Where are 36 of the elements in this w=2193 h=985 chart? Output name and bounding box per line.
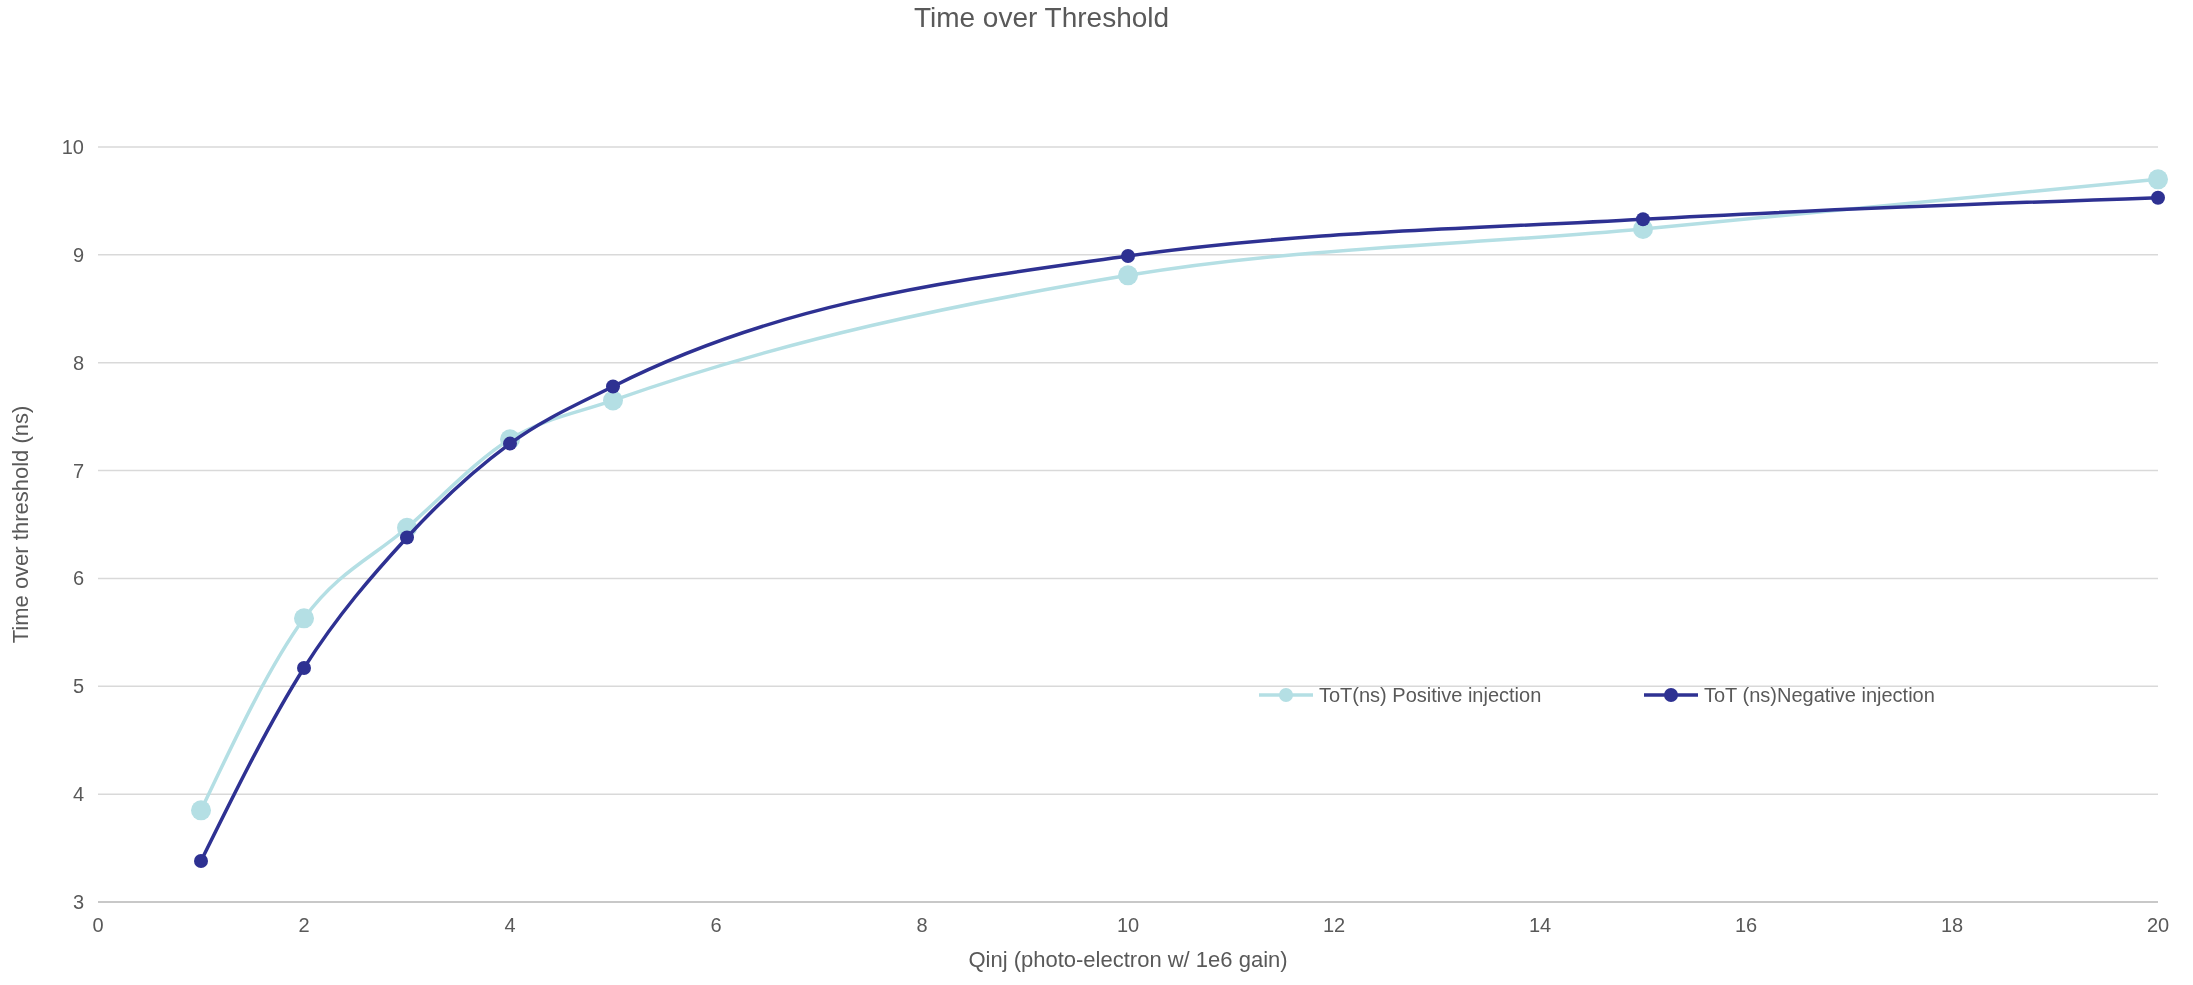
y-tick-label: 4 (72, 783, 84, 806)
x-tick-label: 20 (2146, 914, 2170, 936)
x-tick-label: 14 (1528, 914, 1552, 936)
point (1121, 248, 1135, 263)
x-tick-label: 2 (298, 914, 310, 936)
y-tick-label: 5 (72, 675, 84, 698)
y-tick-label: 7 (72, 459, 84, 482)
x-tick-label: 6 (710, 914, 722, 936)
point (603, 390, 623, 411)
point (606, 379, 620, 394)
point (294, 608, 314, 629)
point (2151, 190, 2165, 205)
x-axis-title: Qinj (photo-electron w/ 1e6 gain) (968, 947, 1288, 972)
x-tick-label: 8 (916, 914, 928, 936)
point (1118, 265, 1138, 286)
point (2148, 169, 2168, 190)
legend-label: ToT(ns) Positive injection (1319, 684, 1542, 706)
chart-title: Time over Threshold (913, 2, 1170, 33)
y-tick-label: 9 (72, 243, 84, 266)
x-tick-label: 12 (1322, 914, 1346, 936)
point (400, 530, 414, 545)
legend-label: ToT (ns)Negative injection (1704, 684, 1935, 706)
point (1636, 212, 1650, 227)
y-tick-label: 8 (72, 351, 84, 374)
point (194, 854, 208, 869)
x-tick-label: 10 (1116, 914, 1140, 936)
y-axis-title: Time over threshold (ns) (8, 405, 33, 644)
y-tick-label: 10 (61, 136, 84, 158)
y-tick-label: 3 (72, 891, 84, 913)
x-tick-label: 16 (1734, 914, 1758, 936)
y-tick-label: 6 (72, 567, 84, 590)
point (191, 800, 211, 821)
x-tick-label: 4 (504, 914, 516, 936)
x-tick-label: 0 (92, 914, 104, 936)
point (297, 660, 311, 675)
x-tick-label: 18 (1940, 914, 1964, 936)
